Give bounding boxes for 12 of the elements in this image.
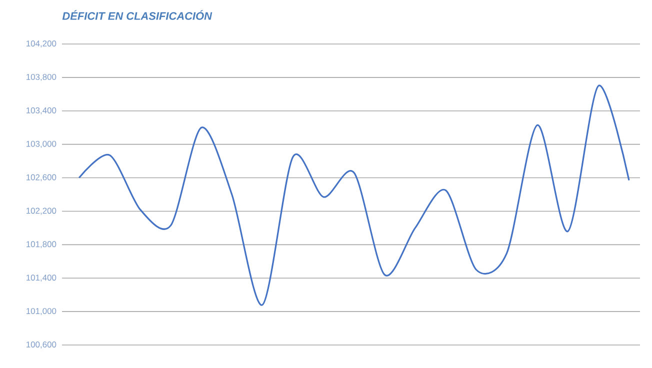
y-tick-label: 103,800 bbox=[26, 74, 56, 81]
y-tick-label: 101,000 bbox=[26, 308, 56, 316]
y-tick-label: 101,400 bbox=[26, 274, 56, 282]
chart-title: DÉFICIT EN CLASIFICACIÓN bbox=[62, 10, 212, 20]
y-tick-label: 102,600 bbox=[26, 174, 56, 182]
y-tick-label: 103,000 bbox=[26, 140, 56, 148]
y-tick-label: 104,200 bbox=[26, 40, 56, 48]
y-tick-label: 101,800 bbox=[26, 241, 56, 248]
y-tick-label: 100,600 bbox=[26, 342, 56, 348]
y-tick-label: 102,200 bbox=[26, 208, 56, 215]
line-series bbox=[78, 85, 630, 306]
y-tick-label: 103,400 bbox=[26, 107, 56, 114]
